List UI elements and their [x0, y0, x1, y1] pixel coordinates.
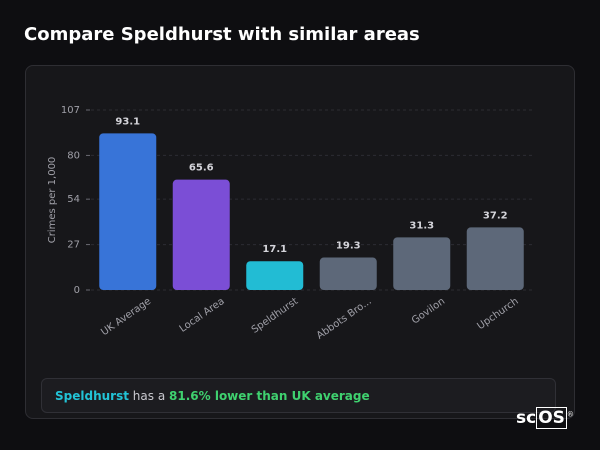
bar — [466, 227, 524, 290]
x-tick-label: Govilon — [410, 296, 447, 327]
value-label: 19.3 — [336, 241, 361, 252]
bar — [246, 261, 304, 290]
y-tick-label: 80 — [67, 150, 80, 161]
logo: sc OS ® — [516, 407, 574, 429]
y-tick-label: 54 — [67, 194, 80, 205]
logo-mark: ® — [566, 410, 574, 419]
value-label: 31.3 — [409, 220, 434, 231]
bar — [172, 179, 230, 290]
x-tick-label: Upchurch — [475, 296, 520, 332]
chart: Crimes per 1,000 0 27 54 80 107 UK Average 93.1… — [47, 105, 532, 342]
area-name: Speldhurst — [55, 389, 129, 403]
y-axis-label: Crimes per 1,000 — [47, 157, 58, 244]
y-tick-label: 27 — [67, 240, 80, 251]
logo-text: OS — [536, 407, 567, 429]
x-tick-label: Abbots Bro... — [315, 296, 374, 342]
value-label: 17.1 — [262, 244, 287, 255]
bar — [319, 257, 377, 290]
value-label: 93.1 — [115, 116, 140, 127]
page-title: Compare Speldhurst with similar areas — [24, 24, 420, 45]
value-label: 65.6 — [189, 163, 214, 174]
x-tick-label: UK Average — [99, 296, 153, 338]
y-tick-label: 107 — [61, 105, 80, 116]
value-label: 37.2 — [483, 210, 508, 221]
bar — [99, 133, 157, 290]
summary-text: has a — [132, 389, 166, 403]
summary-highlight: 81.6% lower than UK average — [169, 389, 370, 403]
y-tick-label: 0 — [74, 285, 80, 296]
x-tick-label: Speldhurst — [250, 296, 301, 336]
summary: Speldhurst has a 81.6% lower than UK ave… — [41, 378, 556, 413]
logo-text: sc — [516, 408, 537, 428]
bar — [393, 237, 451, 290]
x-tick-label: Local Area — [178, 296, 227, 335]
